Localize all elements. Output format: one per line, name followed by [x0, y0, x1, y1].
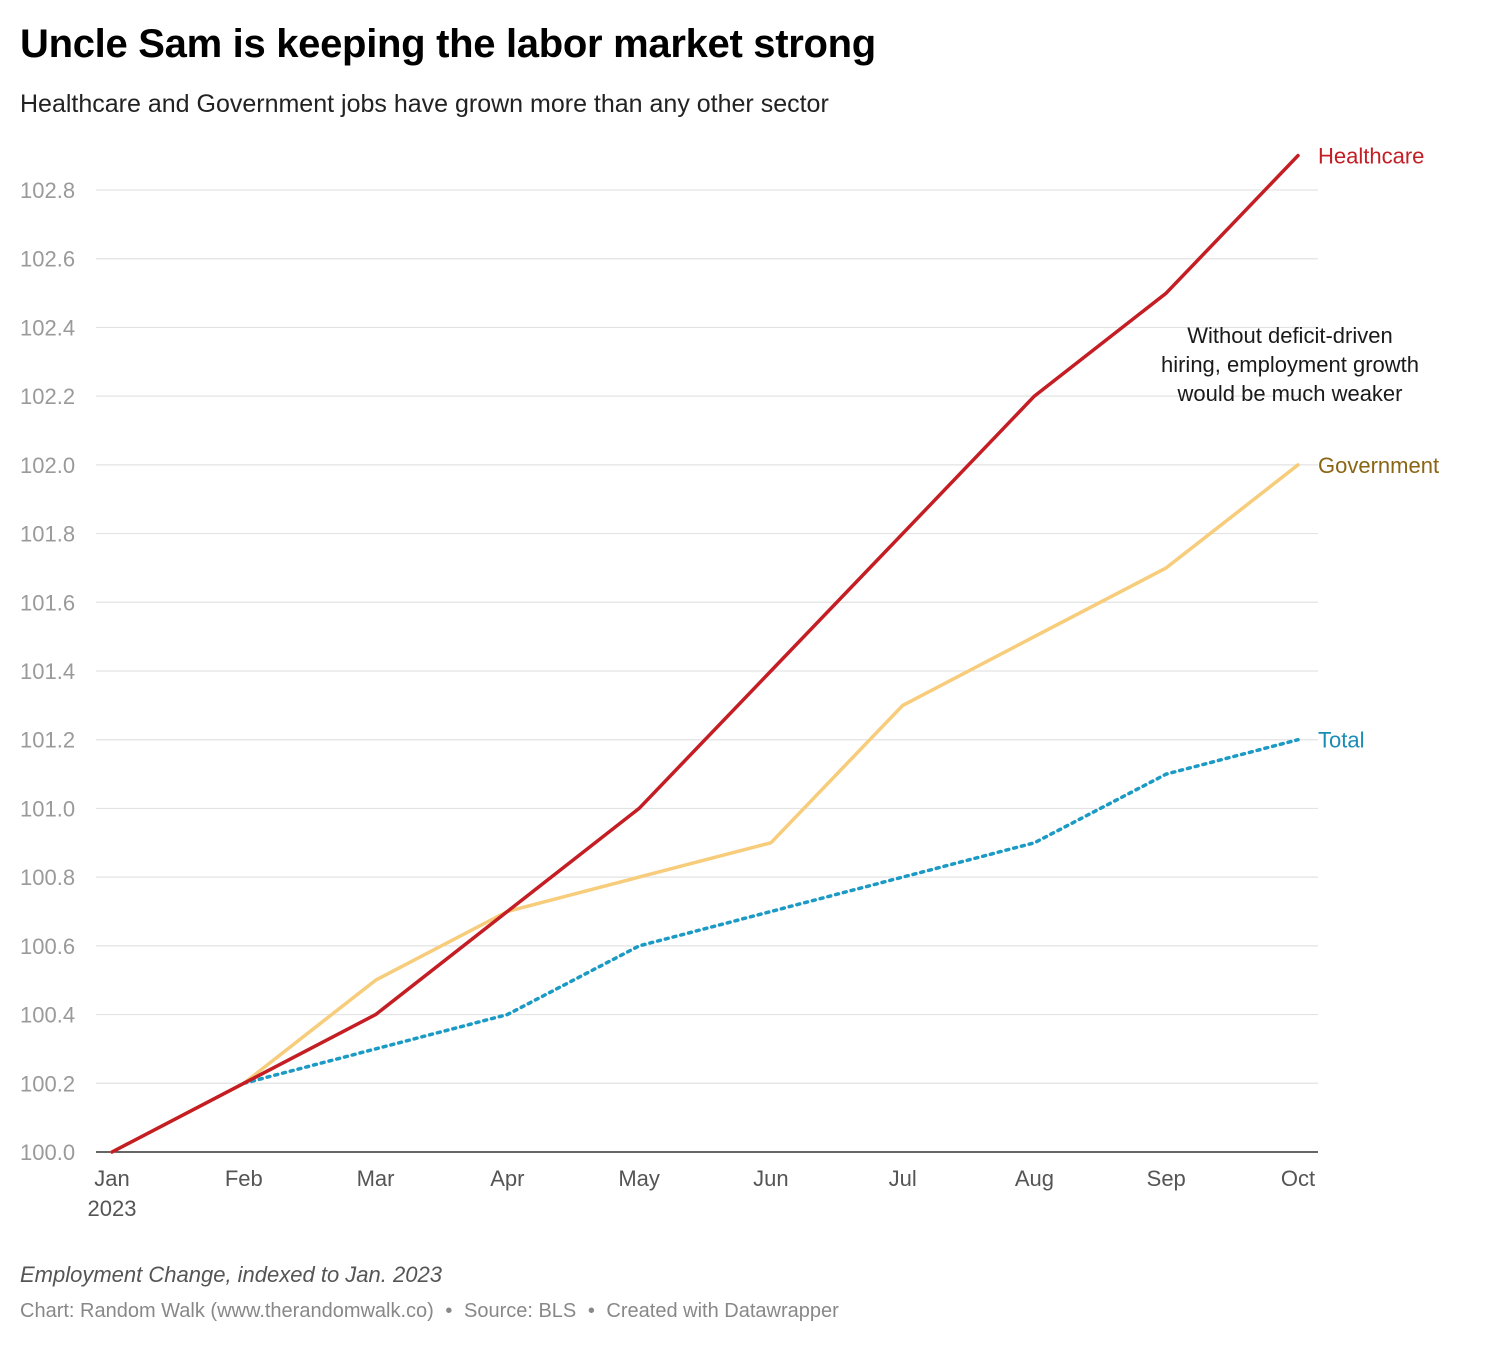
- annotation-line: hiring, employment growth: [1161, 352, 1419, 377]
- y-tick-label: 102.4: [20, 315, 75, 340]
- x-tick-label: Oct: [1281, 1166, 1315, 1191]
- annotation-line: would be much weaker: [1176, 381, 1402, 406]
- y-tick-label: 102.6: [20, 247, 75, 272]
- y-tick-label: 101.2: [20, 728, 75, 753]
- y-axis-tick-labels: 100.0 100.2 100.4 100.6 100.8 101.0 101.2 101.4…: [20, 178, 75, 1165]
- chart-title: Uncle Sam is keeping the labor market st…: [20, 22, 876, 66]
- y-tick-label: 100.2: [20, 1071, 75, 1096]
- x-tick-label: May: [618, 1166, 660, 1191]
- x-tick-label: Mar: [357, 1166, 395, 1191]
- x-tick-label: Apr: [490, 1166, 524, 1191]
- series-label-healthcare: Healthcare: [1318, 144, 1424, 169]
- y-tick-label: 100.8: [20, 865, 75, 890]
- y-tick-label: 102.2: [20, 384, 75, 409]
- y-tick-label: 100.0: [20, 1140, 75, 1165]
- series-line-government: [110, 463, 1300, 1154]
- x-tick-label: Sep: [1147, 1166, 1186, 1191]
- chart-subtitle: Healthcare and Government jobs have grow…: [20, 90, 829, 118]
- y-tick-label: 101.0: [20, 796, 75, 821]
- footer-created-with: Created with Datawrapper: [606, 1300, 839, 1322]
- gridlines: [96, 189, 1318, 1153]
- y-tick-label: 101.6: [20, 590, 75, 615]
- footer-credit: Chart: Random Walk (www.therandomwalk.co…: [20, 1300, 434, 1322]
- series-lines: [110, 153, 1300, 1154]
- x-tick-sublabel: 2023: [88, 1196, 137, 1221]
- series-line-total: [242, 737, 1300, 1086]
- chart-footer: Chart: Random Walk (www.therandomwalk.co…: [20, 1300, 839, 1323]
- series-line-healthcare: [110, 153, 1300, 1154]
- series-label-total: Total: [1318, 728, 1364, 753]
- x-tick-label: Feb: [225, 1166, 263, 1191]
- series-label-government: Government: [1318, 453, 1439, 478]
- x-axis-tick-labels: Jan Feb Mar Apr May Jun Jul Aug Sep Oct 2023: [88, 1166, 1316, 1221]
- footer-separator: •: [445, 1300, 453, 1322]
- x-tick-label: Aug: [1015, 1166, 1054, 1191]
- annotation-line: Without deficit-driven: [1187, 323, 1392, 348]
- x-tick-label: Jan: [94, 1166, 129, 1191]
- x-tick-label: Jul: [889, 1166, 917, 1191]
- footer-source: Source: BLS: [463, 1300, 577, 1322]
- series-labels: Government Total Healthcare: [1318, 144, 1439, 753]
- x-tick-label: Jun: [753, 1166, 788, 1191]
- y-tick-label: 101.4: [20, 659, 75, 684]
- chart-notes: Employment Change, indexed to Jan. 2023: [20, 1262, 442, 1287]
- annotation: Without deficit-driven hiring, employment…: [1161, 323, 1419, 406]
- y-tick-label: 102.0: [20, 453, 75, 478]
- y-tick-label: 100.4: [20, 1003, 75, 1028]
- y-tick-label: 101.8: [20, 522, 75, 547]
- y-tick-label: 102.8: [20, 178, 75, 203]
- y-tick-label: 100.6: [20, 934, 75, 959]
- footer-separator: •: [587, 1300, 595, 1322]
- line-chart: 100.0 100.2 100.4 100.6 100.8 101.0 101.2 101.4…: [20, 144, 1439, 1221]
